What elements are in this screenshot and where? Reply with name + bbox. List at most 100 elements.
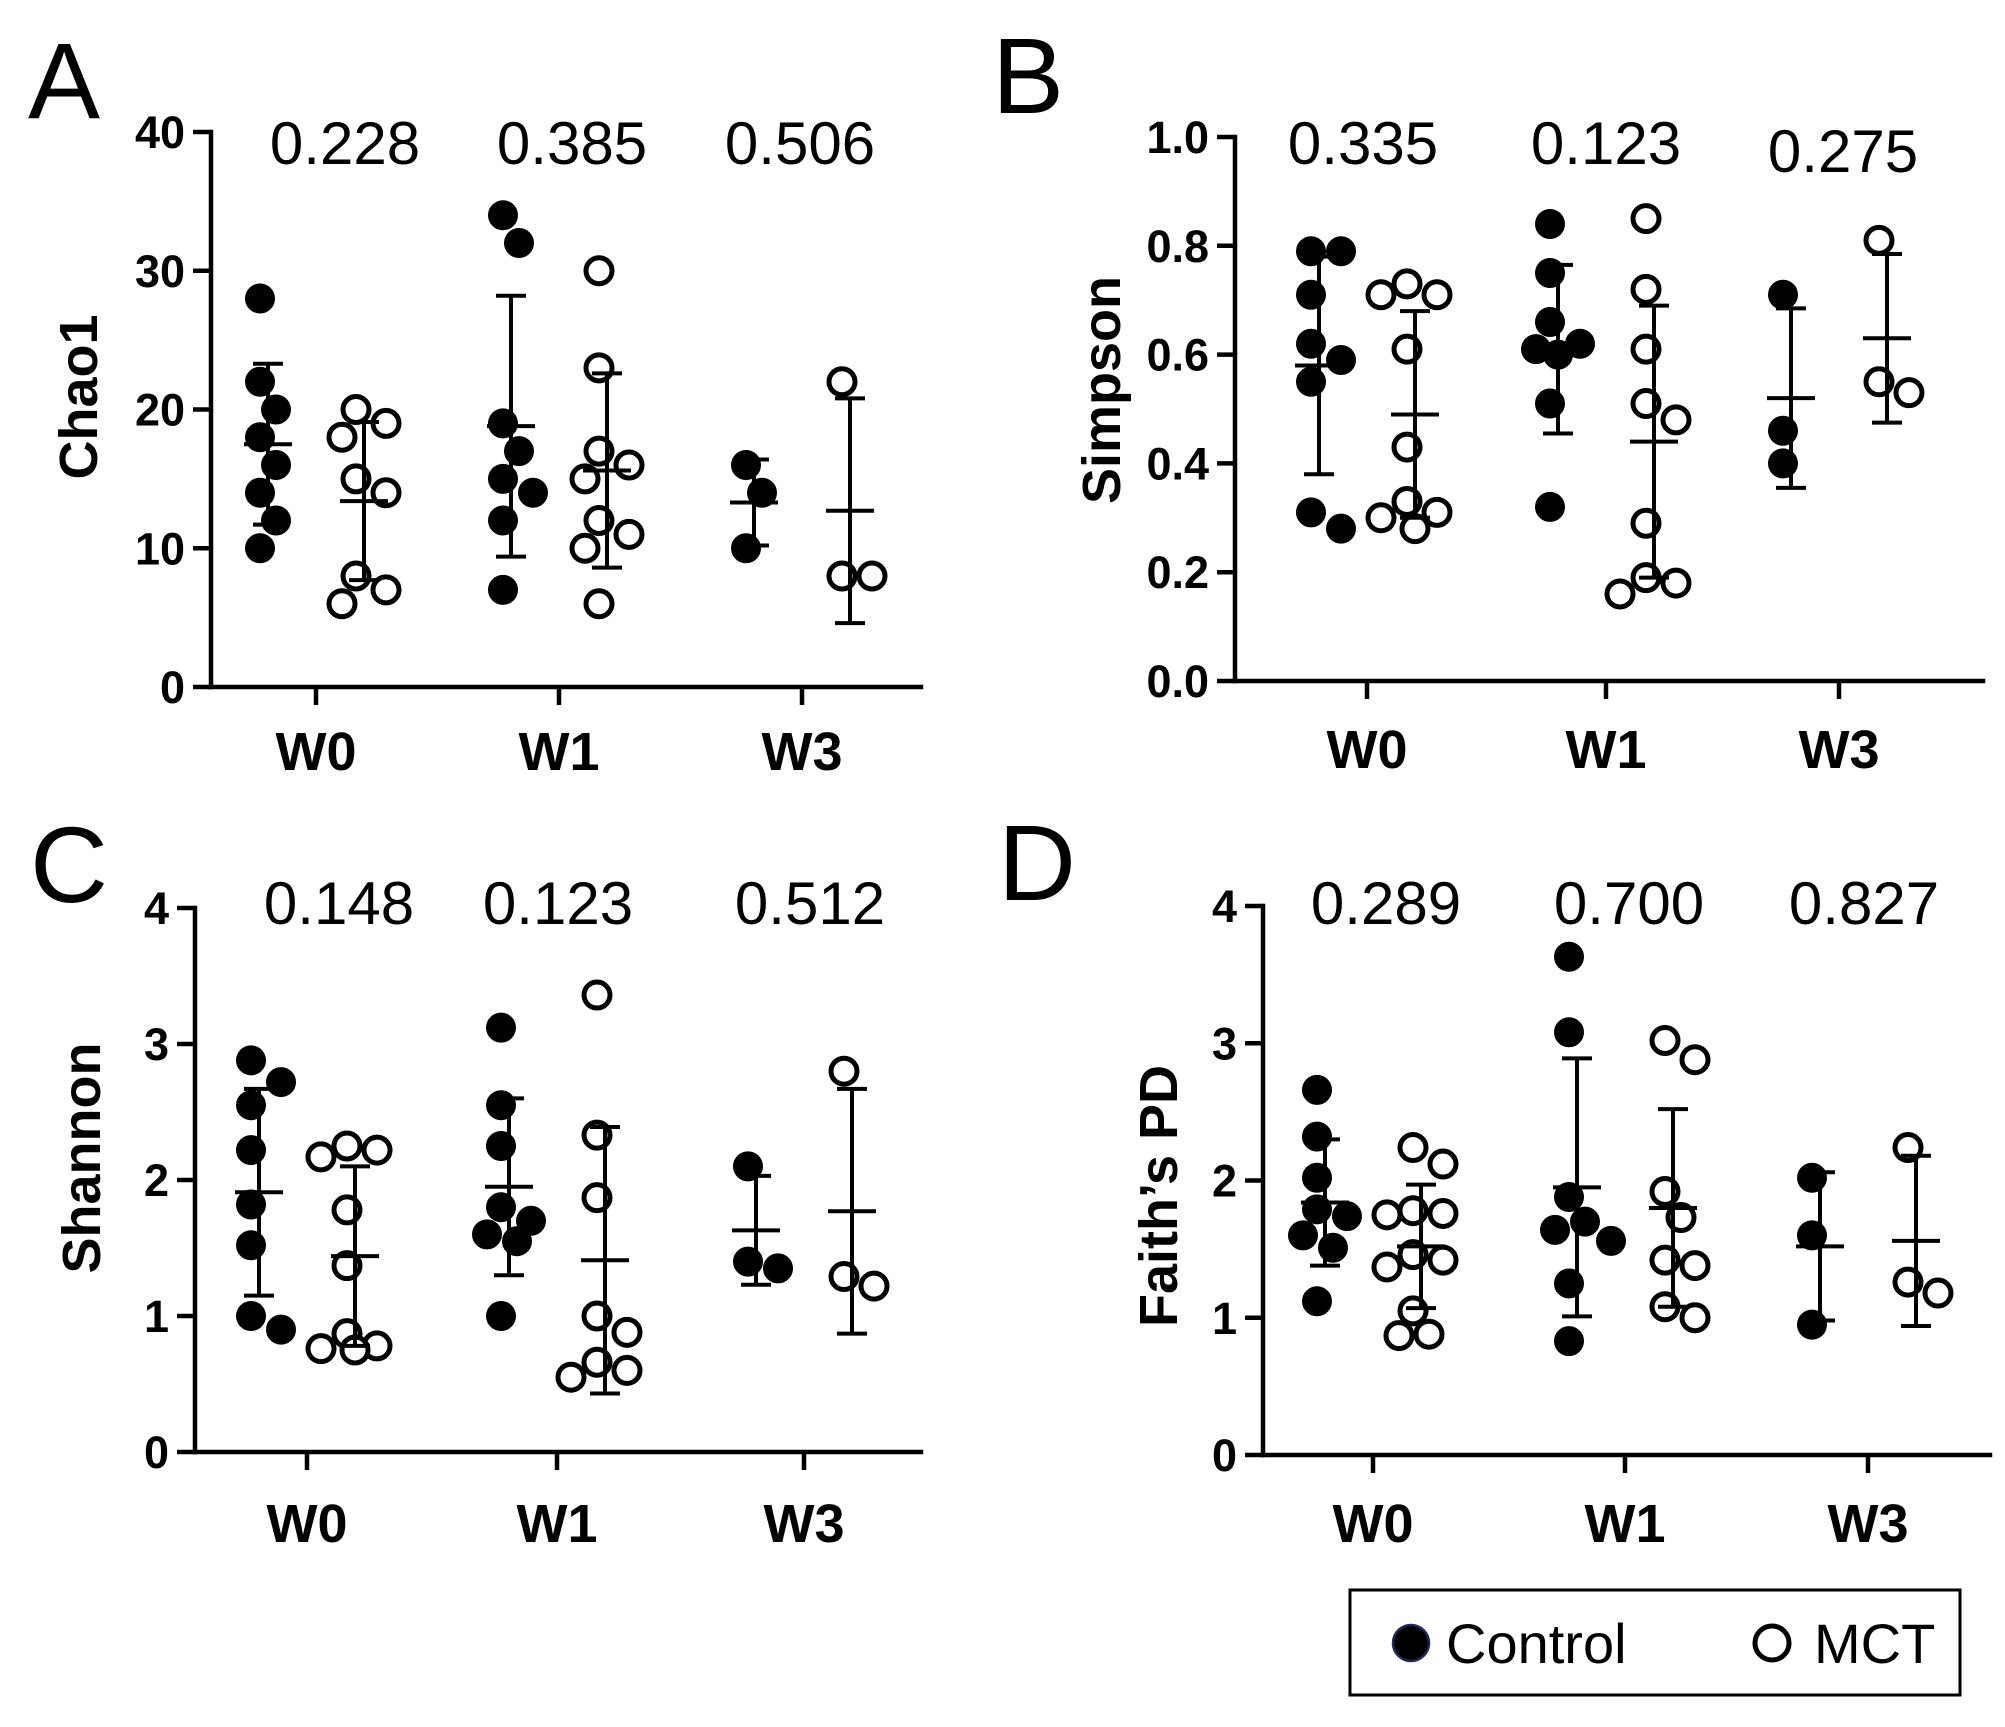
data-point-mct: [581, 979, 613, 1011]
y-tick-label: 4: [1212, 881, 1237, 932]
series-mct-w1: [569, 255, 645, 620]
legend: Control MCT: [1348, 1588, 1962, 1697]
panel-b: B Simpson 0.0 0.2 0.4 0.6 0.8 1.0 W0 W1 W3 0.335 0.1…: [992, 15, 1986, 780]
data-point-control: [1596, 1225, 1626, 1256]
data-point-mct: [611, 1354, 643, 1386]
data-point-control: [763, 1253, 793, 1284]
data-point-control: [486, 1301, 516, 1331]
series-mct-w0: [305, 1130, 393, 1366]
data-point-mct: [1660, 404, 1692, 436]
series-mct-w1: [555, 979, 643, 1396]
y-axis-title: Simpson: [1072, 276, 1132, 504]
y-tick-label: 0.8: [1146, 221, 1209, 272]
data-point-mct: [1630, 273, 1662, 305]
series-control-w0: [235, 1045, 296, 1345]
data-point-mct: [828, 1055, 860, 1087]
series-control-w1: [487, 200, 548, 605]
y-tick-label: 0: [144, 1427, 169, 1478]
p-value-label: 0.148: [264, 870, 414, 937]
data-point-mct: [1863, 224, 1895, 256]
series-mct-w0: [326, 394, 402, 620]
y-axis-title: Faith’s PD: [1129, 1065, 1189, 1327]
x-tick-label-w1: W1: [517, 1494, 598, 1554]
data-point-mct: [583, 588, 615, 620]
panel-letter-a: A: [28, 20, 100, 141]
p-value-label: 0.700: [1554, 870, 1704, 937]
y-tick-label: 1: [1212, 1293, 1237, 1344]
data-point-mct: [305, 1141, 337, 1173]
series-control-w0: [244, 283, 292, 564]
x-tick-label-w3: W3: [764, 1494, 845, 1554]
data-point-mct: [1383, 1320, 1415, 1352]
legend-item-mct: MCT: [1752, 1612, 1935, 1675]
series-mct-w3: [826, 366, 888, 626]
y-tick-label: 0.4: [1146, 438, 1209, 489]
data-point-mct: [361, 1134, 393, 1166]
data-point-mct: [1604, 578, 1636, 610]
data-point-control: [1296, 497, 1326, 528]
data-point-mct: [1371, 1251, 1403, 1283]
panel-d: D Faith’s PD 0 1 2 3 4 W0 W1 W3 0.289 0.700 0.827: [998, 802, 1993, 1554]
y-tick-label: 10: [135, 523, 185, 574]
panel-letter-d: D: [998, 802, 1076, 923]
x-tick-label-w3: W3: [762, 722, 843, 782]
x-tick-label-w1: W1: [1585, 1494, 1666, 1554]
data-point-mct: [611, 1316, 643, 1348]
y-tick-label: 0: [1212, 1430, 1237, 1481]
series-control-w0: [1295, 236, 1356, 544]
p-value-label: 0.827: [1789, 870, 1939, 937]
data-point-control: [1326, 513, 1356, 544]
p-value-label: 0.275: [1768, 118, 1918, 185]
data-point-mct: [1427, 1197, 1459, 1229]
data-point-mct: [555, 1361, 587, 1393]
data-point-mct: [1679, 1044, 1711, 1076]
p-value-label: 0.228: [270, 110, 420, 177]
p-value-label: 0.512: [735, 870, 885, 937]
data-point-mct: [1660, 567, 1692, 599]
panel-letter-c: C: [30, 804, 108, 925]
p-value-label: 0.506: [725, 110, 875, 177]
legend-label-control: Control: [1446, 1612, 1627, 1675]
data-point-mct: [1365, 279, 1397, 311]
data-point-control: [236, 1045, 266, 1076]
series-control-w3: [1767, 279, 1815, 490]
y-tick-label: 1.0: [1146, 112, 1209, 163]
p-value-label: 0.123: [1531, 110, 1681, 177]
data-point-mct: [370, 574, 402, 606]
x-tick-label-w0: W0: [1327, 720, 1408, 780]
data-point-mct: [1397, 1132, 1429, 1164]
data-point-mct: [583, 255, 615, 287]
series-mct-w0: [1371, 1132, 1459, 1352]
series-control-w1: [472, 1012, 546, 1331]
series-control-w3: [732, 1151, 793, 1287]
data-point-mct: [1365, 502, 1397, 534]
y-tick-label: 4: [144, 883, 169, 934]
data-point-control: [1554, 941, 1584, 972]
y-tick-label: 3: [1212, 1018, 1237, 1069]
panel-letter-b: B: [992, 15, 1064, 136]
data-point-control: [518, 477, 548, 508]
data-point-mct: [826, 366, 858, 398]
data-point-control: [1540, 1214, 1570, 1245]
data-point-mct: [1391, 268, 1423, 300]
data-point-control: [266, 1067, 296, 1098]
y-tick-label: 0.0: [1146, 656, 1209, 707]
p-value-label: 0.335: [1288, 110, 1438, 177]
series-mct-w3: [1892, 1132, 1954, 1328]
y-tick-label: 30: [135, 246, 185, 297]
p-value-label: 0.289: [1311, 870, 1461, 937]
data-point-control: [245, 283, 275, 314]
data-point-control: [472, 1219, 502, 1250]
data-point-mct: [858, 1270, 890, 1302]
data-point-control: [1768, 279, 1798, 310]
data-point-control: [266, 1314, 296, 1345]
data-point-mct: [613, 518, 645, 550]
data-point-control: [1554, 1017, 1584, 1048]
data-point-mct: [1371, 1199, 1403, 1231]
x-tick-label-w3: W3: [1799, 720, 1880, 780]
series-mct-w0: [1365, 268, 1453, 545]
data-point-mct: [1649, 1025, 1681, 1057]
legend-label-mct: MCT: [1814, 1612, 1935, 1675]
data-point-control: [1535, 491, 1565, 522]
